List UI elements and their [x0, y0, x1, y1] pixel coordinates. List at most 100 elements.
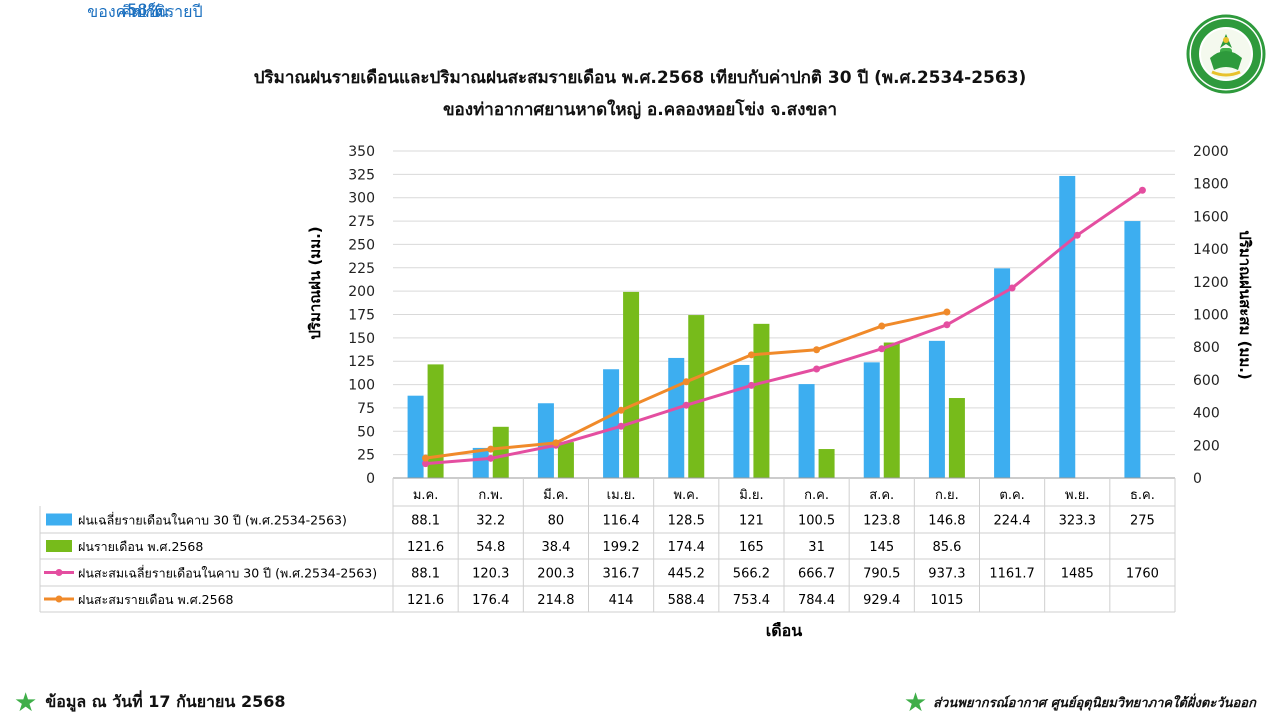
x-tick-label: เม.ย.	[607, 488, 636, 503]
y2-axis-title: ปริมาณฝนสะสม (มม.)	[1236, 230, 1254, 380]
data-date-note: ★ ข้อมูล ณ วันที่ 17 กันยายน 2568	[14, 687, 286, 718]
data-label: 224.4	[993, 514, 1030, 529]
y2-tick-label: 0	[1193, 471, 1202, 487]
source-text: ส่วนพยากรณ์อากาศ ศูนย์อุตุนิยมวิทยาภาคใต…	[933, 696, 1256, 711]
x-tick-label: ก.พ.	[478, 488, 503, 503]
x-tick-label: พ.ย.	[1065, 488, 1089, 503]
data-label: 146.8	[928, 514, 965, 529]
y-tick-label: 0	[366, 471, 375, 487]
y2-tick-label: 1800	[1193, 177, 1229, 193]
data-label: 121	[739, 514, 764, 529]
data-label: 214.8	[537, 593, 574, 608]
legend-swatch	[55, 595, 63, 603]
bar	[668, 357, 685, 478]
data-label: 200.3	[537, 567, 574, 582]
y2-tick-label: 600	[1193, 373, 1220, 389]
data-label: 174.4	[668, 540, 705, 555]
x-tick-label: ธ.ค.	[1130, 488, 1155, 503]
star-icon: ★	[14, 687, 38, 718]
bar	[557, 442, 574, 478]
data-label: 54.8	[476, 540, 505, 555]
y-tick-label: 250	[348, 237, 375, 253]
series-point	[682, 378, 690, 386]
data-label: 414	[609, 593, 634, 608]
data-label: 666.7	[798, 567, 835, 582]
y-tick-label: 50	[357, 424, 375, 440]
series-point	[487, 445, 495, 453]
data-label: 753.4	[733, 593, 770, 608]
bar	[928, 340, 945, 478]
data-label: 88.1	[411, 567, 440, 582]
data-date-text: ข้อมูล ณ วันที่ 17 กันยายน 2568	[45, 692, 286, 711]
x-tick-label: ส.ค.	[869, 488, 894, 503]
series-point	[1073, 231, 1081, 239]
data-label: 1760	[1126, 567, 1159, 582]
series-point	[943, 321, 951, 329]
series-point	[878, 322, 886, 330]
y2-tick-label: 1200	[1193, 275, 1229, 291]
data-label: 32.2	[476, 514, 505, 529]
data-label: 1161.7	[989, 567, 1035, 582]
data-label: 80	[548, 514, 565, 529]
y-tick-label: 325	[348, 167, 375, 183]
data-label: 121.6	[407, 593, 444, 608]
y-tick-label: 25	[357, 448, 375, 464]
series-point	[617, 422, 625, 430]
data-label: 123.8	[863, 514, 900, 529]
data-label: 100.5	[798, 514, 835, 529]
y-tick-label: 100	[348, 378, 375, 394]
bar	[407, 395, 424, 478]
series-point	[1008, 284, 1016, 292]
series-point	[747, 351, 755, 359]
bar	[603, 369, 620, 478]
legend-swatch	[55, 569, 63, 576]
cumulative-lines	[422, 186, 1146, 468]
legend-swatch	[46, 540, 72, 552]
bar	[1124, 221, 1141, 479]
y-tick-label: 125	[348, 354, 375, 370]
data-label: 323.3	[1059, 514, 1096, 529]
series-point	[878, 345, 886, 353]
data-label: 588.4	[668, 593, 705, 608]
bar	[753, 323, 770, 478]
data-label: 790.5	[863, 567, 900, 582]
y-tick-label: 175	[348, 308, 375, 324]
data-label: 445.2	[668, 567, 705, 582]
y2-tick-label: 800	[1193, 340, 1220, 356]
legend-entry: ฝนสะสมเฉลี่ยรายเดือนในคาบ 30 ปี (พ.ศ.253…	[78, 565, 377, 581]
data-label: 199.2	[602, 540, 639, 555]
y-tick-label: 300	[348, 191, 375, 207]
bar	[427, 364, 444, 478]
data-label: 316.7	[602, 567, 639, 582]
title-line-2: ของท่าอากาศยานหาดใหญ่ อ.คลองหอยโข่ง จ.สง…	[442, 100, 838, 120]
bar	[863, 362, 880, 478]
x-axis-title: เดือน	[766, 621, 802, 640]
y-tick-label: 350	[348, 144, 375, 160]
legend-entry: ฝนสะสมรายเดือน พ.ศ.2568	[78, 592, 234, 607]
data-label: 1485	[1061, 567, 1094, 582]
data-label: 1015	[930, 593, 963, 608]
bar	[472, 447, 489, 478]
bar	[733, 364, 750, 478]
bar	[994, 268, 1011, 478]
data-label: 116.4	[602, 514, 639, 529]
summary-percent: 58%	[127, 0, 163, 19]
star-icon: ★	[903, 687, 928, 718]
data-label: 120.3	[472, 567, 509, 582]
x-tick-label: มิ.ย.	[739, 488, 763, 503]
data-label: 784.4	[798, 593, 835, 608]
data-label: 88.1	[411, 514, 440, 529]
y-axis-title: ปริมาณฝน (มม.)	[306, 226, 324, 339]
y-tick-label: 275	[348, 214, 375, 230]
data-label: 38.4	[541, 540, 570, 555]
y-tick-label: 200	[348, 284, 375, 300]
y2-tick-label: 1400	[1193, 242, 1229, 258]
data-table: ม.ค. ก.พ. มี.ค. เม.ย. พ.ค. มิ.ย. ก.ค. ส.ค. ก.ย. ต…	[39, 477, 1176, 613]
bar	[883, 342, 900, 478]
series-point	[813, 346, 821, 354]
data-label: 85.6	[932, 540, 961, 555]
legend-swatch	[46, 513, 72, 526]
y2-tick-label: 1000	[1193, 308, 1229, 324]
series-point	[1138, 186, 1146, 194]
